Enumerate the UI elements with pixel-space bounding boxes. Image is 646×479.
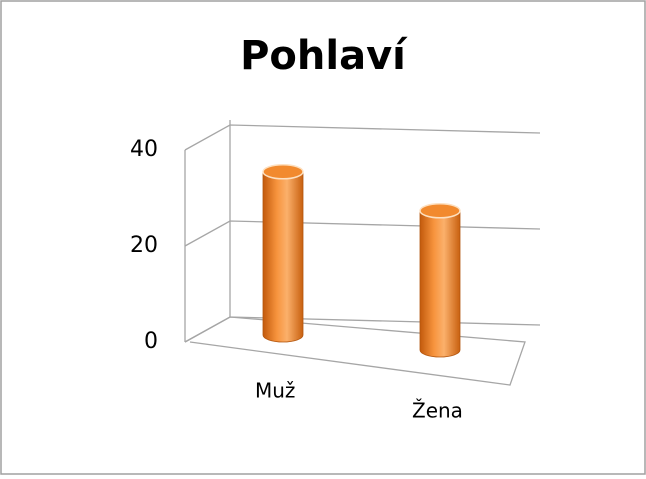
y-tick-label: 20: [130, 233, 158, 258]
chart-title: Pohlaví: [240, 33, 408, 79]
x-tick-label: Žena: [412, 399, 463, 423]
x-tick-label: Muž: [255, 379, 295, 403]
grid-line: [184, 124, 541, 151]
cylinder-top: [419, 203, 461, 219]
cylinder: [262, 171, 304, 343]
y-tick-label: 0: [144, 329, 158, 354]
cylinder: [419, 210, 461, 358]
cylinder-top: [262, 164, 304, 180]
y-tick-label: 40: [130, 137, 158, 162]
